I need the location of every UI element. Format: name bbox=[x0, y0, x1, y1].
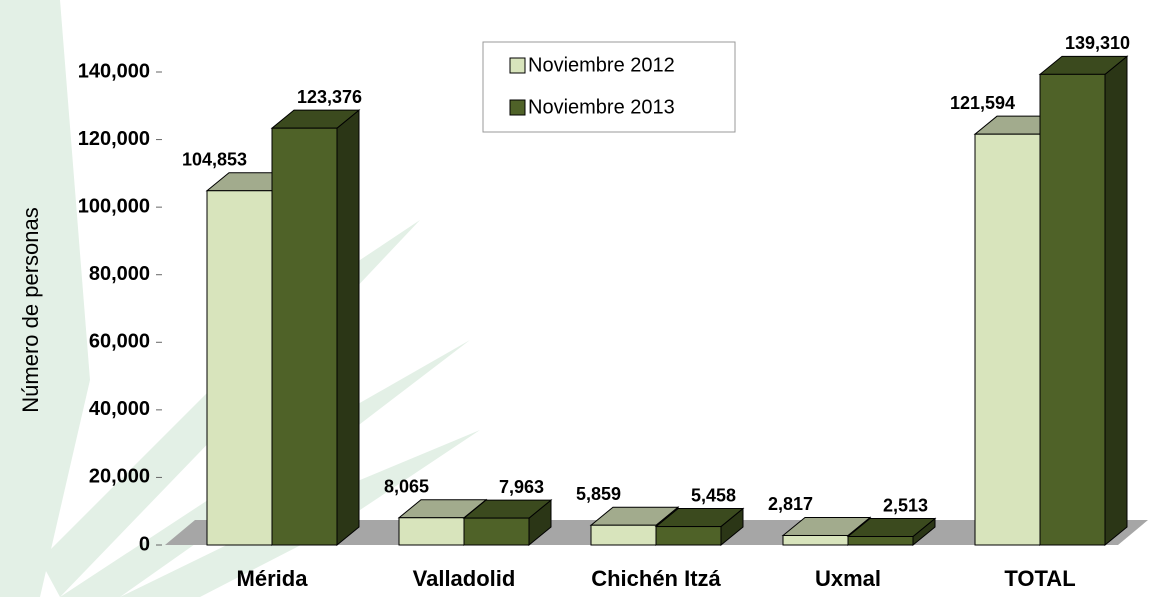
legend-label: Noviembre 2012 bbox=[528, 54, 675, 76]
bar bbox=[1040, 74, 1105, 545]
chart: Número de personas 0 20,000 40,000 60,000 80… bbox=[0, 0, 1153, 597]
bar bbox=[399, 518, 464, 545]
bar bbox=[783, 535, 848, 545]
bar bbox=[464, 518, 529, 545]
legend-label: Noviembre 2013 bbox=[528, 96, 675, 118]
bar-side bbox=[1105, 56, 1127, 545]
data-label: 2,817 bbox=[768, 494, 813, 514]
bar bbox=[848, 537, 913, 545]
data-label: 5,859 bbox=[576, 484, 621, 504]
data-label: 2,513 bbox=[883, 495, 928, 515]
data-label: 139,310 bbox=[1065, 33, 1130, 53]
data-label: 123,376 bbox=[297, 87, 362, 107]
legend-swatch bbox=[510, 100, 525, 115]
data-label: 7,963 bbox=[499, 477, 544, 497]
bar bbox=[207, 191, 272, 545]
bar bbox=[591, 525, 656, 545]
bar-side bbox=[337, 110, 359, 545]
bar bbox=[656, 527, 721, 545]
x-tick-label: Valladolid bbox=[413, 566, 516, 591]
data-label: 8,065 bbox=[384, 477, 429, 497]
x-tick-label: Uxmal bbox=[815, 566, 881, 591]
y-tick-label: 60,000 bbox=[89, 331, 150, 353]
data-label: 121,594 bbox=[950, 93, 1015, 113]
x-tick-label: Mérida bbox=[237, 566, 309, 591]
y-axis-title: Número de personas bbox=[18, 207, 43, 412]
y-tick-label: 20,000 bbox=[89, 466, 150, 488]
y-tick-label: 40,000 bbox=[89, 398, 150, 420]
data-label: 104,853 bbox=[182, 149, 247, 169]
y-tick-label: 100,000 bbox=[78, 195, 150, 217]
data-label: 5,458 bbox=[691, 485, 736, 505]
bar bbox=[975, 134, 1040, 545]
bar bbox=[272, 128, 337, 545]
legend-swatch bbox=[510, 58, 525, 73]
y-tick-label: 140,000 bbox=[78, 60, 150, 82]
y-tick-label: 120,000 bbox=[78, 128, 150, 150]
y-tick-label: 0 bbox=[139, 533, 150, 555]
x-tick-label: TOTAL bbox=[1004, 566, 1075, 591]
y-tick-label: 80,000 bbox=[89, 263, 150, 285]
x-tick-label: Chichén Itzá bbox=[591, 566, 721, 591]
